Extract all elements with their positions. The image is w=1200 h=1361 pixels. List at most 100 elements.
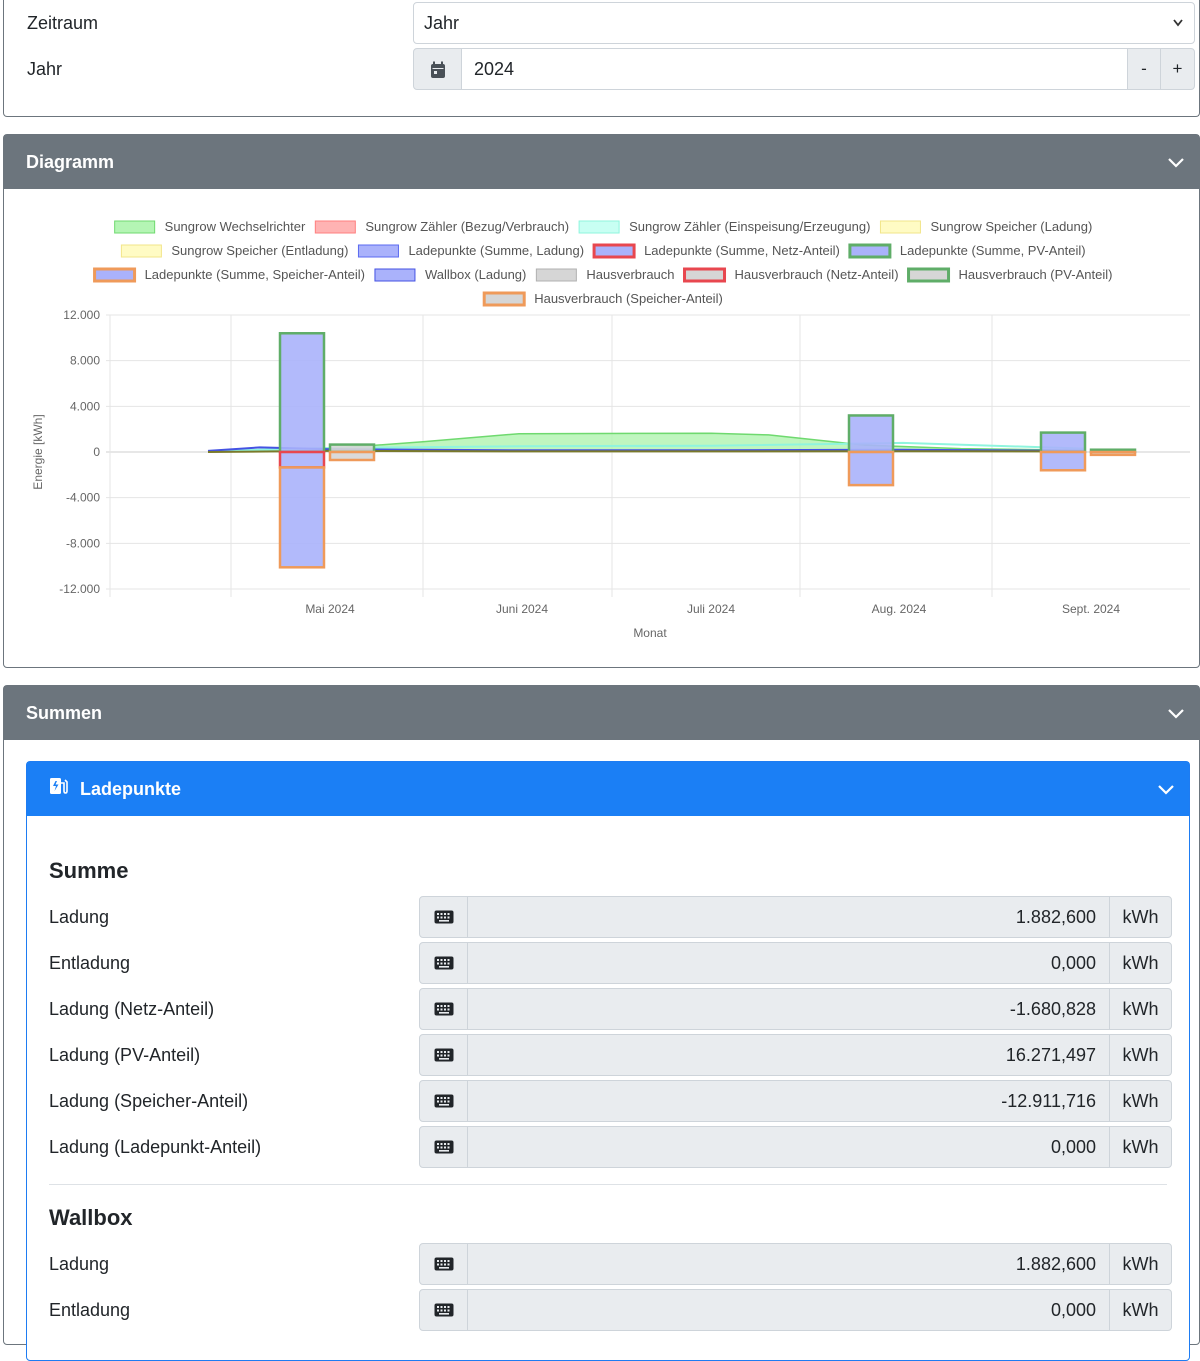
legend-swatch xyxy=(93,267,137,283)
legend-label: Hausverbrauch xyxy=(586,267,674,282)
value-field-group: -12.911,716 kWh xyxy=(419,1080,1172,1122)
chevron-down-icon[interactable] xyxy=(1167,686,1185,740)
legend-label: Hausverbrauch (PV-Anteil) xyxy=(959,267,1113,282)
legend-swatch xyxy=(535,268,577,282)
value-field-group: 0,000 kWh xyxy=(419,942,1172,984)
value-field[interactable]: 1.882,600 xyxy=(467,896,1110,938)
y-tick-label: 4.000 xyxy=(70,399,100,413)
energy-chart: Sungrow Wechselrichter Sungrow Zähler (Be… xyxy=(31,219,1190,640)
row-label: Ladung (Netz-Anteil) xyxy=(49,999,215,1019)
bar xyxy=(847,450,895,487)
year-label: Jahr xyxy=(27,59,63,79)
legend-swatch xyxy=(592,243,636,259)
wallbox-section-title: Wallbox xyxy=(49,1205,133,1230)
legend-swatch xyxy=(114,220,156,234)
y-axis-title: Energie [kWh] xyxy=(31,414,45,489)
legend-swatch xyxy=(314,220,356,234)
year-input[interactable]: 2024 xyxy=(461,48,1128,90)
x-tick-label: Sept. 2024 xyxy=(1062,602,1120,616)
legend-swatch xyxy=(482,291,526,307)
y-tick-label: -12.000 xyxy=(59,582,100,596)
charging-station-icon xyxy=(49,763,69,817)
year-plus-button[interactable]: + xyxy=(1160,48,1195,90)
chart-series xyxy=(207,332,1137,569)
keyboard-icon xyxy=(419,1126,468,1168)
year-minus-button[interactable]: - xyxy=(1127,48,1161,90)
wallbox-row-charge: Ladung 1.882,600 kWh xyxy=(27,1243,1189,1285)
legend-swatch xyxy=(120,244,162,258)
period-row: Zeitraum Jahr xyxy=(4,2,1199,44)
legend-label: Wallbox (Ladung) xyxy=(425,267,526,282)
keyboard-icon xyxy=(419,1243,468,1285)
keyboard-icon xyxy=(419,1034,468,1076)
period-select[interactable]: Jahr xyxy=(413,2,1195,44)
sum-row-chargepoint-share: Ladung (Ladepunkt-Anteil) 0,000 kWh xyxy=(27,1126,1189,1168)
value-field-group: 1.882,600 kWh xyxy=(419,896,1172,938)
unit-label: kWh xyxy=(1109,1243,1172,1285)
chevron-down-icon[interactable] xyxy=(1157,762,1175,816)
range-card: Zeitraum Jahr Jahr 2024 - + xyxy=(3,0,1200,117)
legend-swatch xyxy=(907,267,951,283)
value-field-group: 0,000 kWh xyxy=(419,1126,1172,1168)
value-field-group: 0,000 kWh xyxy=(419,1289,1172,1331)
unit-label: kWh xyxy=(1109,1289,1172,1331)
legend-label: Sungrow Zähler (Bezug/Verbrauch) xyxy=(365,219,569,234)
value-field[interactable]: 16.271,497 xyxy=(467,1034,1110,1076)
sum-row-discharge: Entladung 0,000 kWh xyxy=(27,942,1189,984)
sum-row-storage-share: Ladung (Speicher-Anteil) -12.911,716 kWh xyxy=(27,1080,1189,1122)
legend-swatch xyxy=(357,244,399,258)
sum-row-pv-share: Ladung (PV-Anteil) 16.271,497 kWh xyxy=(27,1034,1189,1076)
row-label: Entladung xyxy=(49,953,131,973)
legend-label: Sungrow Speicher (Entladung) xyxy=(171,243,348,258)
legend-swatch xyxy=(374,268,416,282)
chargepoints-card-title: Ladepunkte xyxy=(80,779,182,799)
section-divider xyxy=(49,1184,1167,1185)
sums-card-header[interactable]: Summen xyxy=(4,686,1199,740)
keyboard-icon xyxy=(419,942,468,984)
year-row: Jahr 2024 - + xyxy=(4,48,1199,90)
keyboard-icon xyxy=(419,988,468,1030)
legend-label: Ladepunkte (Summe, PV-Anteil) xyxy=(900,243,1086,258)
value-field[interactable]: -1.680,828 xyxy=(467,988,1110,1030)
chart-card-header[interactable]: Diagramm xyxy=(4,135,1199,189)
legend-swatch xyxy=(683,267,727,283)
row-label: Ladung (PV-Anteil) xyxy=(49,1045,201,1065)
calendar-icon[interactable] xyxy=(413,48,462,90)
unit-label: kWh xyxy=(1109,1126,1172,1168)
keyboard-icon xyxy=(419,896,468,938)
value-field[interactable]: -12.911,716 xyxy=(467,1080,1110,1122)
year-input-group: 2024 - + xyxy=(413,48,1195,90)
y-tick-label: 12.000 xyxy=(63,308,100,322)
y-tick-label: 0 xyxy=(93,445,100,459)
value-field[interactable]: 0,000 xyxy=(467,942,1110,984)
sum-row-grid-share: Ladung (Netz-Anteil) -1.680,828 kWh xyxy=(27,988,1189,1030)
bar xyxy=(328,450,376,462)
chart-axes: 12.000 8.000 4.000 0 -4.000 -8.000 -12.000 Mai … xyxy=(31,308,1120,640)
chart-legend: Sungrow Wechselrichter Sungrow Zähler (Be… xyxy=(93,219,1113,307)
chevron-down-icon[interactable] xyxy=(1167,135,1185,189)
legend-label: Ladepunkte (Summe, Speicher-Anteil) xyxy=(145,267,365,282)
unit-label: kWh xyxy=(1109,942,1172,984)
value-field[interactable]: 1.882,600 xyxy=(467,1243,1110,1285)
y-tick-label: -4.000 xyxy=(66,491,100,505)
value-field-group: -1.680,828 kWh xyxy=(419,988,1172,1030)
bar xyxy=(1089,450,1137,457)
legend-swatch xyxy=(848,243,892,259)
value-field[interactable]: 0,000 xyxy=(467,1126,1110,1168)
legend-label: Ladepunkte (Summe, Netz-Anteil) xyxy=(644,243,840,258)
x-tick-label: Aug. 2024 xyxy=(872,602,927,616)
row-label: Ladung (Ladepunkt-Anteil) xyxy=(49,1137,262,1157)
x-axis-title: Monat xyxy=(633,626,667,640)
bar xyxy=(847,414,895,454)
chargepoints-card-header[interactable]: Ladepunkte xyxy=(27,762,1189,816)
bar xyxy=(1039,450,1087,472)
sums-card-title: Summen xyxy=(26,703,103,723)
chart-card-title: Diagramm xyxy=(26,152,115,172)
legend-label: Sungrow Wechselrichter xyxy=(165,219,306,234)
chargepoints-card: Ladepunkte Summe Ladung 1.882,600 kWh En… xyxy=(26,761,1190,1361)
sums-card: Summen Ladepunkte Summe Ladung xyxy=(3,685,1200,1361)
value-field[interactable]: 0,000 xyxy=(467,1289,1110,1331)
value-field-group: 16.271,497 kWh xyxy=(419,1034,1172,1076)
keyboard-icon xyxy=(419,1289,468,1331)
row-label: Ladung (Speicher-Anteil) xyxy=(49,1091,249,1111)
